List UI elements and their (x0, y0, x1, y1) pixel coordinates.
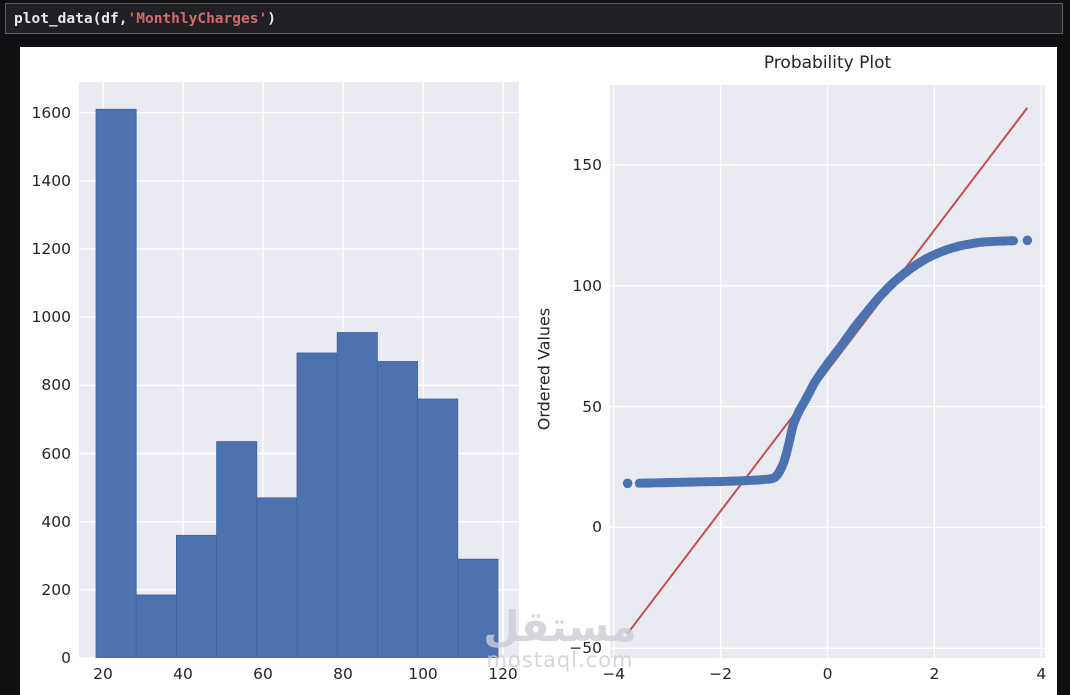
histogram-bar (176, 534, 218, 658)
y-tick-label: 1200 (31, 240, 71, 258)
probability-plot-area (610, 85, 1045, 658)
y-tick-label: 50 (582, 397, 602, 416)
x-tick-label: −4 (602, 665, 626, 683)
y-tick-label: 0 (592, 518, 602, 537)
histogram-bar (135, 594, 177, 658)
qq-point (1008, 236, 1019, 246)
x-tick-label: 2 (929, 665, 940, 683)
histogram-plot-area (79, 82, 519, 658)
probability-canvas (610, 85, 1045, 658)
y-tick-label: 600 (41, 444, 71, 463)
histogram-bar (457, 558, 499, 658)
histogram-bar (336, 332, 378, 658)
histogram-bar (376, 361, 418, 658)
y-tick-label: 0 (61, 649, 71, 667)
y-tick-label: 100 (572, 276, 602, 295)
x-tick-label: 80 (333, 665, 353, 683)
qq-point (622, 478, 633, 489)
y-tick-label: 1600 (31, 103, 71, 122)
y-tick-label: 800 (41, 376, 71, 395)
y-tick-label: −50 (569, 639, 602, 658)
histogram-canvas (79, 82, 519, 658)
histogram-bar (256, 497, 298, 658)
code-token-plain: plot_data(df, (14, 10, 128, 27)
y-tick-label: 150 (572, 155, 602, 174)
x-tick-label: 40 (173, 665, 193, 683)
code-cell[interactable]: plot_data(df,'MonthlyCharges') (5, 3, 1063, 34)
x-tick-label: 120 (488, 665, 518, 683)
code-line[interactable]: plot_data(df,'MonthlyCharges') (6, 11, 276, 27)
histogram-bar (296, 352, 338, 658)
y-tick-label: 1000 (31, 308, 71, 327)
x-tick-label: 100 (408, 665, 438, 683)
x-tick-label: 0 (822, 665, 833, 683)
y-tick-label: 400 (41, 512, 71, 531)
x-tick-label: 20 (93, 665, 113, 683)
code-token-string: 'MonthlyCharges' (127, 10, 268, 27)
y-tick-label: 200 (41, 580, 71, 599)
x-tick-label: −2 (709, 665, 733, 683)
histogram-bar (216, 441, 258, 658)
y-tick-label: 1400 (31, 171, 71, 190)
figure-output: Probability Plot Ordered Values 20 40 60 80… (20, 47, 1057, 695)
probability-plot-title: Probability Plot (763, 53, 892, 73)
code-token-plain: ) (267, 10, 276, 27)
x-tick-label: 60 (253, 665, 273, 683)
histogram-bar (95, 108, 137, 658)
x-tick-label: 4 (1036, 665, 1047, 683)
qq-point (1022, 235, 1033, 246)
histogram-bar (417, 398, 459, 658)
